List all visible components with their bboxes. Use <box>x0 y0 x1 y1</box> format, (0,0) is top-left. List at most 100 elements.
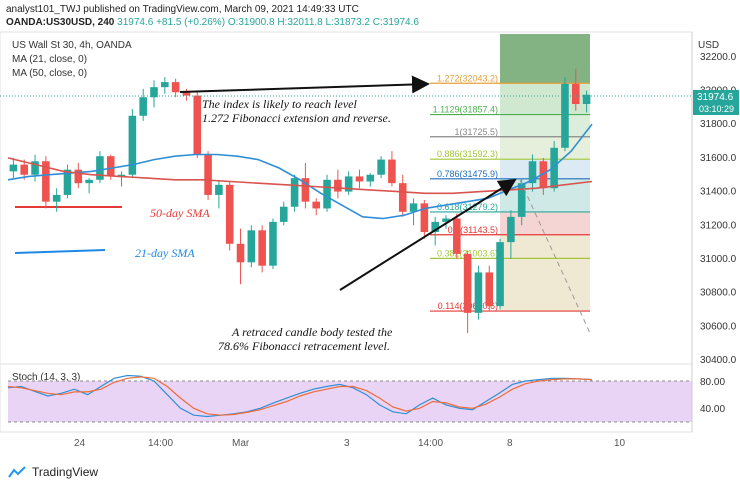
price-tick: 30600.0 <box>700 321 737 332</box>
candle-body <box>74 169 83 184</box>
currency-label: USD <box>698 40 719 51</box>
annotation-top-2: 1.272 Fibonacci extension and reverse. <box>202 111 391 125</box>
price-tick: 32200.0 <box>700 52 737 63</box>
annotation-bottom-2: 78.6% Fibonacci retracement level. <box>218 339 390 353</box>
candle-body <box>539 161 548 189</box>
candle-body <box>20 164 29 175</box>
projection-line <box>519 179 591 334</box>
candle-body <box>517 183 526 217</box>
candle-body <box>344 176 353 192</box>
candle-body <box>117 174 126 177</box>
tradingview-footer[interactable]: TradingView <box>8 465 98 479</box>
ma50-legend: MA (50, close, 0) <box>12 68 88 79</box>
low-value: L:31873.2 <box>325 17 371 28</box>
candle-body <box>215 184 223 195</box>
candle-body <box>236 243 245 263</box>
close-value: C:31974.6 <box>372 17 419 28</box>
fib-zone <box>500 211 590 235</box>
fib-label: 0.618(31279.2) <box>437 202 498 212</box>
tradingview-logo-text: TradingView <box>32 465 99 479</box>
fib-zone <box>500 234 590 259</box>
retracement-arrow <box>339 178 517 291</box>
candle-body <box>355 176 364 182</box>
stoch-tick-40: 40.00 <box>700 404 725 415</box>
high-value: H:32011.8 <box>277 17 323 28</box>
candle-body <box>388 159 396 184</box>
candle-body <box>366 174 375 182</box>
fib-label: 0.5(31143.5) <box>448 225 498 235</box>
fib-label: 0.786(31475.9) <box>437 169 498 179</box>
candle-body <box>42 161 50 202</box>
stoch-d-line <box>7 376 593 416</box>
candle-body <box>463 253 472 313</box>
fib-label: 1(31725.5) <box>454 127 498 137</box>
candle-body <box>225 184 234 244</box>
time-tick-1400a: 14:00 <box>148 438 173 449</box>
candle-body <box>312 201 321 209</box>
sma21-label: 21-day SMA <box>135 246 195 260</box>
candle-body <box>453 218 461 254</box>
countdown-badge <box>693 103 739 115</box>
candle-body <box>128 115 137 175</box>
price-tick: 31200.0 <box>700 220 737 231</box>
stoch-k-line <box>7 374 593 418</box>
candle-body <box>301 178 310 202</box>
candle-body <box>398 183 407 212</box>
candles <box>9 68 591 334</box>
stoch-tick-80: 80.00 <box>700 377 725 388</box>
candle-body <box>485 272 494 307</box>
candle-body <box>323 179 331 209</box>
candle-body <box>334 179 342 192</box>
price-tick: 30400.0 <box>700 355 737 366</box>
candle-body <box>528 161 537 184</box>
time-tick-24: 24 <box>74 438 86 449</box>
candle-body <box>442 218 450 222</box>
annotation-top-1: The index is likely to reach level <box>202 97 357 111</box>
ma21-legend: MA (21, close, 0) <box>12 54 88 65</box>
candle-body <box>431 221 439 232</box>
fib-label: 1.1129(31857.4) <box>433 105 498 115</box>
candle-body <box>377 159 385 175</box>
candle-body <box>9 164 18 172</box>
candle-body <box>258 230 266 266</box>
price-badge <box>693 90 739 103</box>
fib-target-zone <box>500 34 590 84</box>
candle-body <box>561 83 569 148</box>
change: +81.5 (+0.26%) <box>156 17 226 28</box>
candle-body <box>171 82 180 93</box>
candle-body <box>182 92 191 96</box>
candle-body <box>31 161 39 175</box>
candle-body <box>571 83 580 104</box>
price-tick: 31800.0 <box>700 119 737 130</box>
candle-body <box>507 216 515 243</box>
candle-body <box>474 272 483 313</box>
candle-body <box>106 156 115 177</box>
candle-body <box>279 206 288 222</box>
annotation-bottom-1: A retraced candle body tested the <box>231 325 393 339</box>
stoch-band <box>8 381 692 422</box>
candle-body <box>420 203 429 232</box>
candle-body <box>139 97 147 116</box>
time-tick-mar: Mar <box>232 438 250 449</box>
countdown-text: 03:10:29 <box>699 104 734 114</box>
last-price: 31974.6 <box>117 17 154 28</box>
fib-zone <box>500 136 590 160</box>
stoch-legend: Stoch (14, 3, 3) <box>12 372 81 383</box>
sma50-label: 50-day SMA <box>150 206 210 220</box>
candle-body <box>290 178 299 207</box>
tradingview-logo-icon <box>8 466 26 478</box>
candle-body <box>204 154 212 195</box>
price-tick: 30800.0 <box>700 288 737 299</box>
target-arrow <box>179 75 430 94</box>
stoch-lines <box>7 374 593 418</box>
candle-body <box>52 194 61 202</box>
time-tick-3: 3 <box>344 438 350 449</box>
candle-body <box>85 179 93 184</box>
chart-title: US Wall St 30, 4h, OANDA <box>12 40 132 51</box>
fib-label: 0.886(31592.3) <box>437 149 498 159</box>
ma21-line <box>7 123 593 220</box>
candle-body <box>96 156 104 180</box>
candle-body <box>63 169 72 195</box>
symbol: OANDA:US30USD, 240 <box>6 17 115 28</box>
